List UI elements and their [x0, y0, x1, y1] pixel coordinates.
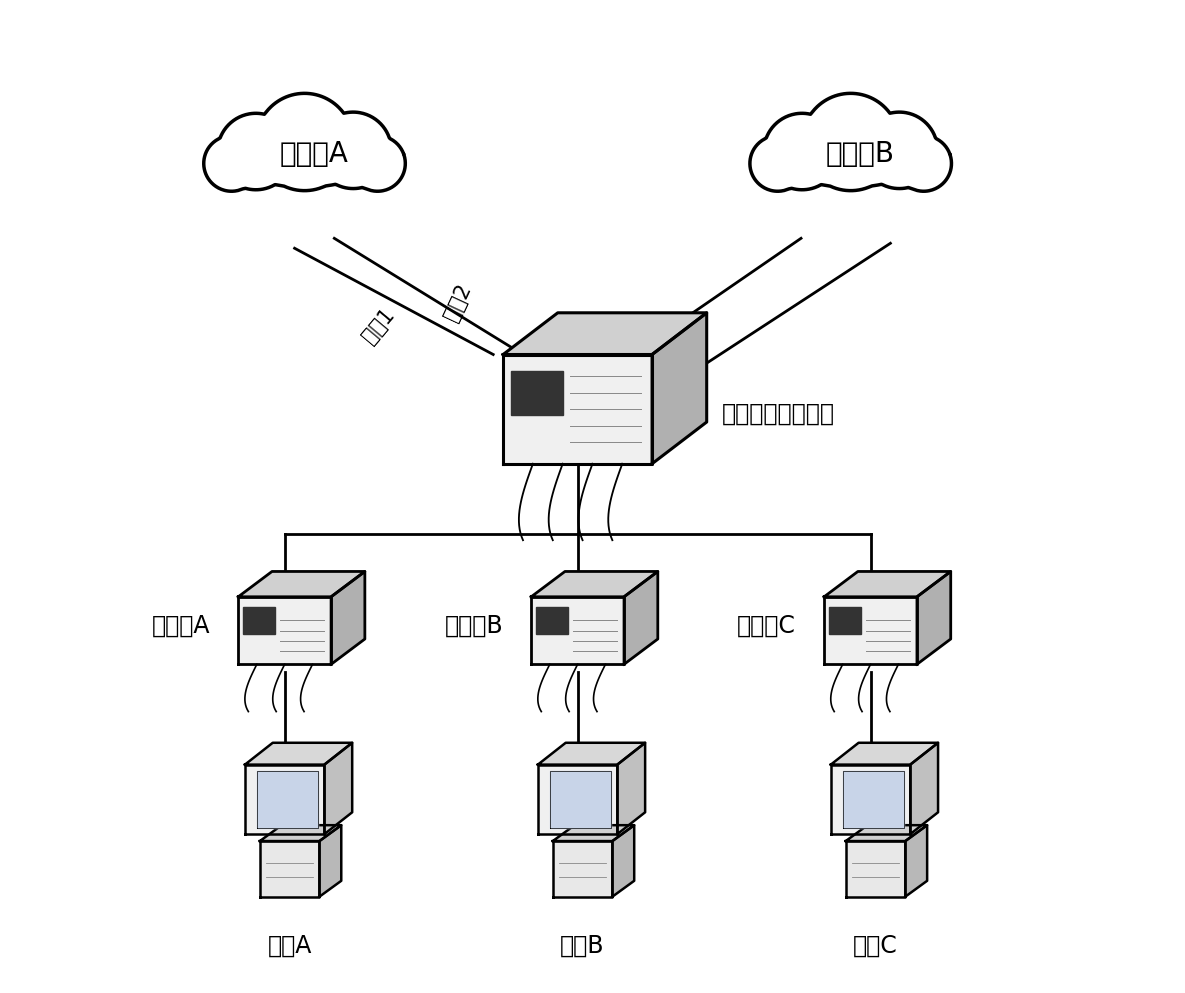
Text: 主机B: 主机B — [561, 933, 604, 957]
Ellipse shape — [750, 136, 806, 192]
Polygon shape — [325, 743, 352, 834]
Text: 路由器C: 路由器C — [737, 614, 796, 638]
Polygon shape — [531, 571, 658, 597]
Text: 主机C: 主机C — [853, 933, 898, 957]
Polygon shape — [538, 743, 645, 765]
Polygon shape — [910, 743, 939, 834]
Polygon shape — [824, 597, 917, 664]
Polygon shape — [831, 743, 939, 765]
Polygon shape — [538, 765, 617, 834]
Ellipse shape — [204, 136, 260, 192]
Polygon shape — [613, 825, 634, 897]
Polygon shape — [243, 607, 275, 634]
Ellipse shape — [764, 113, 840, 190]
Polygon shape — [257, 771, 319, 828]
Ellipse shape — [256, 93, 353, 191]
Polygon shape — [617, 743, 645, 834]
Text: 专用负载分担设备: 专用负载分担设备 — [722, 402, 834, 426]
Polygon shape — [260, 841, 320, 897]
Polygon shape — [320, 825, 341, 897]
Polygon shape — [824, 571, 950, 597]
Text: 运营商B: 运营商B — [826, 140, 895, 168]
Polygon shape — [504, 355, 652, 464]
Polygon shape — [843, 771, 904, 828]
Polygon shape — [624, 571, 658, 664]
Ellipse shape — [244, 144, 365, 188]
Ellipse shape — [790, 144, 911, 188]
Polygon shape — [846, 825, 927, 841]
Polygon shape — [552, 841, 613, 897]
Ellipse shape — [861, 112, 937, 189]
Polygon shape — [550, 771, 611, 828]
Polygon shape — [245, 743, 352, 765]
Text: 主机A: 主机A — [268, 933, 312, 957]
Polygon shape — [552, 825, 634, 841]
Polygon shape — [331, 571, 365, 664]
Polygon shape — [238, 571, 365, 597]
Polygon shape — [204, 93, 405, 192]
Text: 线路2: 线路2 — [441, 281, 475, 325]
Polygon shape — [238, 597, 331, 664]
Polygon shape — [531, 597, 624, 664]
Text: 路由器B: 路由器B — [444, 614, 504, 638]
Polygon shape — [245, 765, 325, 834]
Polygon shape — [831, 765, 910, 834]
Polygon shape — [846, 841, 905, 897]
Polygon shape — [905, 825, 927, 897]
Text: 运营商A: 运营商A — [280, 140, 348, 168]
Polygon shape — [536, 607, 569, 634]
Polygon shape — [828, 607, 861, 634]
Text: 线路1: 线路1 — [359, 305, 399, 347]
Polygon shape — [750, 93, 952, 192]
Ellipse shape — [896, 136, 952, 192]
Ellipse shape — [350, 136, 405, 192]
Polygon shape — [917, 571, 950, 664]
Polygon shape — [652, 313, 706, 464]
Polygon shape — [511, 371, 563, 415]
Ellipse shape — [802, 93, 899, 191]
Ellipse shape — [218, 113, 294, 190]
Text: 路由器A: 路由器A — [152, 614, 210, 638]
Polygon shape — [260, 825, 341, 841]
Ellipse shape — [315, 112, 391, 189]
Polygon shape — [504, 313, 706, 355]
